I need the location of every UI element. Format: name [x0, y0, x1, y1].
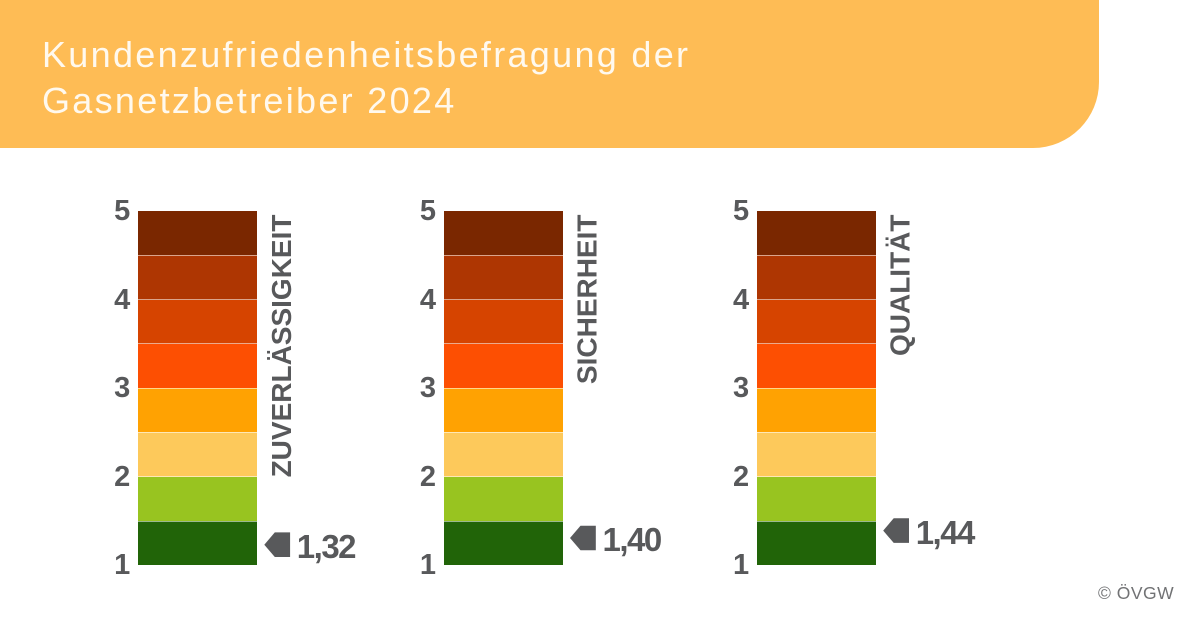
svg-text:ZUVERLÄSSIGKEIT: ZUVERLÄSSIGKEIT: [266, 215, 297, 478]
svg-text:QUALITÄT: QUALITÄT: [885, 215, 916, 357]
svg-text:SICHERHEIT: SICHERHEIT: [572, 215, 603, 385]
